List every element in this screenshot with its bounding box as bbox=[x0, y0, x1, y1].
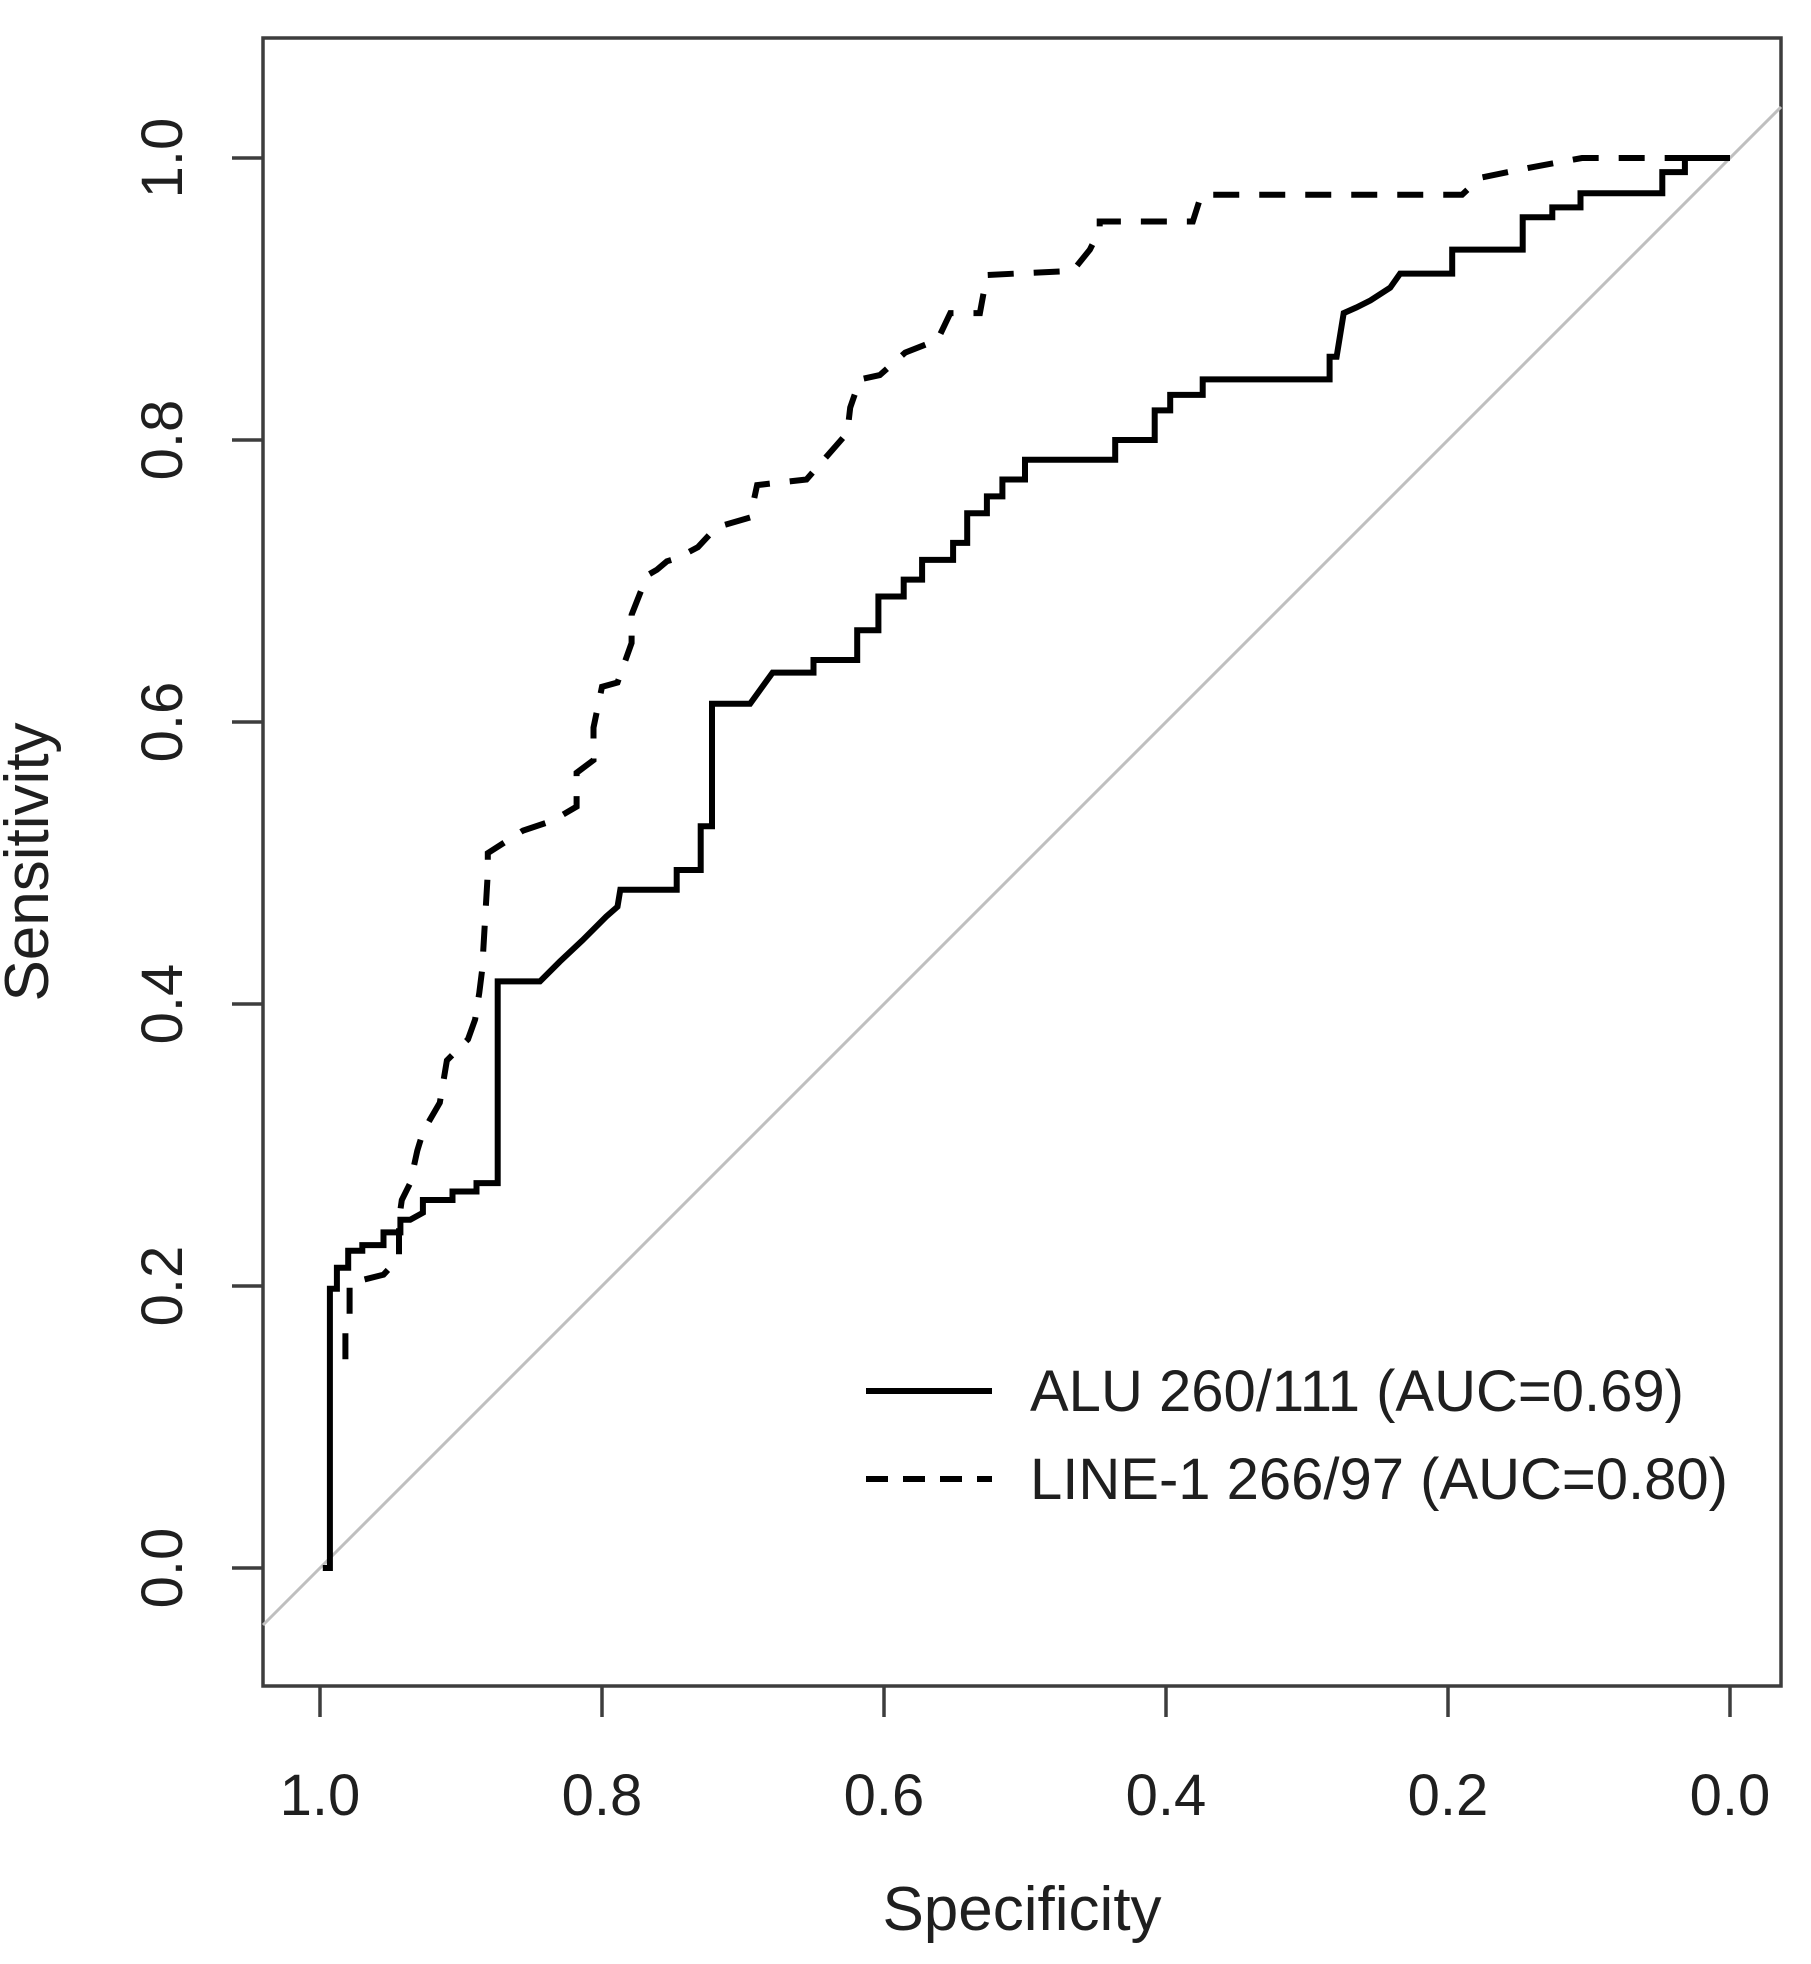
x-tick-label: 0.4 bbox=[1126, 1763, 1207, 1828]
legend-label-line1: LINE-1 266/97 (AUC=0.80) bbox=[1030, 1447, 1728, 1512]
y-tick-label: 1.0 bbox=[130, 118, 195, 199]
plot-box bbox=[261, 36, 1783, 1688]
x-tick-label: 0.0 bbox=[1690, 1763, 1771, 1828]
y-tick-label: 0.2 bbox=[130, 1246, 195, 1327]
y-tick-label: 0.6 bbox=[130, 682, 195, 763]
x-tick-label: 0.6 bbox=[844, 1763, 925, 1828]
x-axis-ticks: 1.0 0.8 0.6 0.4 0.2 0.0 bbox=[280, 1686, 1771, 1828]
y-axis-ticks: 0.0 0.2 0.4 0.6 0.8 1.0 bbox=[130, 118, 263, 1609]
x-tick-label: 0.2 bbox=[1408, 1763, 1489, 1828]
y-tick-label: 0.4 bbox=[130, 964, 195, 1045]
chance-diagonal-line bbox=[261, 105, 1783, 1627]
y-tick-label: 0.0 bbox=[130, 1528, 195, 1609]
x-axis-title: Specificity bbox=[882, 1875, 1161, 1944]
y-tick-label: 0.8 bbox=[130, 400, 195, 481]
x-tick-label: 1.0 bbox=[280, 1763, 361, 1828]
roc-curve-line1-dashed bbox=[342, 155, 1730, 1360]
roc-curve-alu-solid bbox=[322, 155, 1730, 1571]
x-tick-label: 0.8 bbox=[562, 1763, 643, 1828]
legend: ALU 260/111 (AUC=0.69) LINE-1 266/97 (AU… bbox=[866, 1359, 1728, 1512]
legend-label-alu: ALU 260/111 (AUC=0.69) bbox=[1030, 1359, 1684, 1424]
y-axis-title: Sensitivity bbox=[0, 722, 62, 1001]
roc-curves bbox=[322, 155, 1730, 1571]
